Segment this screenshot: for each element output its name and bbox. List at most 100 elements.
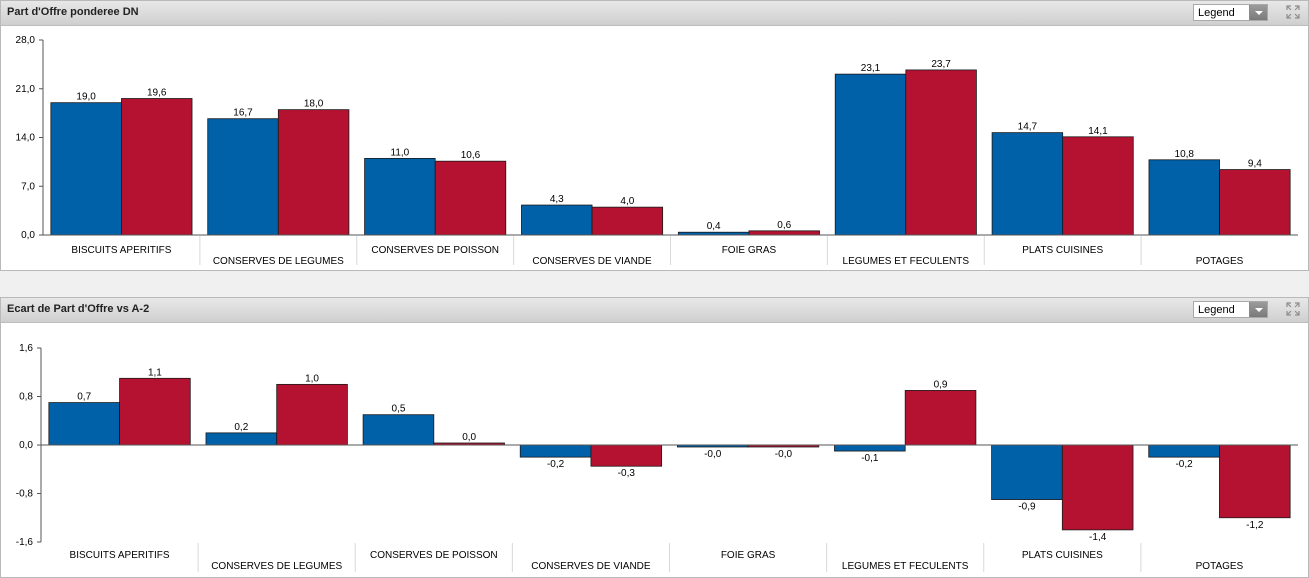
category-label: LEGUMES ET FECULENTS [842, 561, 969, 572]
bar-series-1 [205, 432, 278, 446]
bar-series-1 [834, 73, 907, 236]
bar-series-1 [1148, 444, 1220, 458]
legend-dropdown-label: Legend [1198, 7, 1235, 19]
y-tick-label: 21,0 [16, 84, 36, 95]
bar-series-2 [591, 206, 664, 236]
data-label: 0,5 [392, 404, 406, 415]
bar-series-2 [905, 69, 977, 236]
data-label: 0,4 [707, 221, 721, 232]
y-tick-label: 0,0 [19, 440, 33, 451]
y-tick-label: 0,0 [21, 230, 35, 241]
panel-title: Ecart de Part d'Offre vs A-2 [7, 303, 150, 315]
panel-header: Ecart de Part d'Offre vs A-2 Legend [1, 298, 1308, 323]
data-label: 14,1 [1088, 126, 1108, 137]
category-label: CONSERVES DE LEGUMES [211, 561, 342, 572]
category-label: POTAGES [1196, 256, 1244, 267]
bar-series-1 [1148, 159, 1220, 236]
bar-series-2 [1061, 444, 1134, 531]
bar-series-2 [434, 160, 507, 236]
data-label: 1,0 [305, 373, 319, 384]
data-label: 10,8 [1175, 149, 1195, 160]
data-label: 0,9 [934, 379, 948, 390]
bar-series-2 [1219, 169, 1291, 236]
data-label: 0,2 [234, 422, 248, 433]
y-tick-label: -1,6 [16, 537, 34, 548]
category-label: CONSERVES DE POISSON [371, 245, 499, 256]
data-label: -0,2 [547, 459, 565, 470]
y-tick-label: 28,0 [16, 35, 36, 46]
bar-series-2 [119, 377, 191, 446]
bar-series-2 [121, 98, 193, 236]
bar-series-2 [276, 383, 348, 446]
bar-series-1 [362, 414, 435, 446]
category-label: BISCUITS APERITIFS [71, 245, 171, 256]
bar-series-2 [277, 109, 350, 236]
y-tick-label: 14,0 [16, 133, 36, 144]
category-label: FOIE GRAS [722, 245, 777, 256]
data-label: 4,0 [620, 196, 634, 207]
category-label: CONSERVES DE LEGUMES [213, 256, 344, 267]
data-label: 10,6 [461, 150, 481, 161]
data-label: 11,0 [391, 147, 410, 158]
y-tick-label: 7,0 [21, 181, 35, 192]
data-label: -0,3 [618, 468, 636, 479]
category-label: CONSERVES DE VIANDE [531, 561, 651, 572]
data-label: -0,0 [704, 449, 722, 460]
bar-series-1 [50, 102, 122, 236]
data-label: 18,0 [304, 99, 324, 110]
chevron-down-icon[interactable] [1249, 302, 1267, 317]
chart-panel-part-offre: Part d'Offre ponderee DN Legend 0,0 7,0 14… [0, 0, 1309, 271]
category-label: PLATS CUISINES [1022, 245, 1103, 256]
data-label: 23,1 [861, 63, 881, 74]
expand-arrows-icon[interactable] [1286, 302, 1300, 316]
expand-arrows-icon[interactable] [1286, 5, 1300, 19]
bar-series-2 [1062, 136, 1134, 236]
bar-chart-part-offre: 0,0 7,0 14,0 21,0 28,0 19,0 16,7 11,0 4,3 0,4 23,1… [16, 35, 1298, 267]
bar-series-1 [991, 444, 1063, 500]
data-label: -1,4 [1089, 532, 1107, 543]
bar-series-1 [991, 132, 1064, 236]
bar-series-1 [364, 157, 436, 236]
data-label: 9,4 [1248, 159, 1262, 170]
y-tick-label: 0,8 [19, 392, 33, 403]
bar-series-2 [590, 444, 663, 467]
chart-panel-ecart-offre: Ecart de Part d'Offre vs A-2 Legend -1,6… [0, 297, 1309, 578]
data-label: -0,2 [1175, 459, 1193, 470]
category-label: POTAGES [1196, 561, 1244, 572]
category-label: CONSERVES DE VIANDE [532, 256, 652, 267]
legend-dropdown[interactable]: Legend [1193, 301, 1268, 318]
category-label: PLATS CUISINES [1022, 550, 1103, 561]
bar-series-1 [519, 444, 592, 458]
data-label: -0,1 [861, 453, 879, 464]
panel-header: Part d'Offre ponderee DN Legend [1, 1, 1308, 26]
y-tick-label: 1,6 [19, 343, 33, 354]
data-label: 16,7 [233, 108, 253, 119]
data-label: 0,0 [462, 432, 476, 443]
y-tick-label: -0,8 [16, 489, 34, 500]
legend-dropdown-label: Legend [1198, 304, 1235, 316]
bar-series-1 [834, 444, 906, 452]
data-label: 19,6 [147, 88, 167, 99]
data-label: 4,3 [550, 194, 564, 205]
data-label: 14,7 [1018, 122, 1038, 133]
data-label: 0,6 [777, 220, 791, 231]
data-label: 23,7 [931, 59, 951, 70]
panel-title: Part d'Offre ponderee DN [7, 6, 139, 18]
legend-dropdown[interactable]: Legend [1193, 4, 1268, 21]
data-label: -1,2 [1246, 520, 1264, 531]
category-label: LEGUMES ET FECULENTS [843, 256, 970, 267]
bar-series-1 [521, 204, 593, 236]
bar-chart-ecart-offre: -1,6 -0,8 0,0 0,8 1,6 0,7 0,2 0,5 -0,2 -0,0 -0,1 -0… [16, 343, 1298, 572]
bar-series-2 [1219, 444, 1291, 519]
category-label: FOIE GRAS [721, 550, 776, 561]
data-label: -0,0 [775, 449, 793, 460]
category-label: CONSERVES DE POISSON [370, 550, 498, 561]
bar-series-1 [48, 402, 120, 446]
bar-series-2 [904, 390, 977, 446]
bar-series-2 [748, 230, 820, 236]
data-label: 19,0 [76, 92, 96, 103]
data-label: 0,7 [77, 392, 91, 403]
chevron-down-icon[interactable] [1249, 5, 1267, 20]
category-label: BISCUITS APERITIFS [70, 550, 170, 561]
data-label: 1,1 [148, 367, 162, 378]
